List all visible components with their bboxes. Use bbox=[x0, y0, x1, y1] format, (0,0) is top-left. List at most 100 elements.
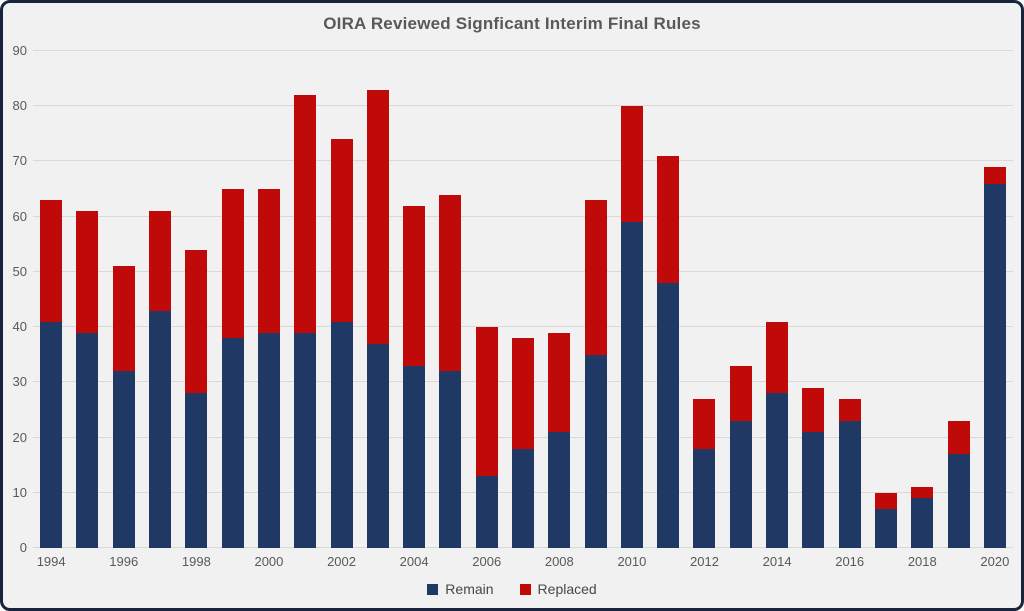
bar-slot-1997 bbox=[142, 51, 178, 548]
bar-segment-remain bbox=[475, 476, 498, 548]
gridline-50 bbox=[33, 270, 1013, 272]
bar-slot-1995 bbox=[69, 51, 105, 548]
bar-segment-remain bbox=[802, 432, 825, 548]
y-tick-label-10: 10 bbox=[12, 484, 27, 500]
bar-slot-2003 bbox=[360, 51, 396, 548]
bar-slot-2007 bbox=[505, 51, 541, 548]
bar-segment-remain bbox=[911, 498, 934, 548]
x-tick-label-1998: 1998 bbox=[181, 554, 211, 569]
bar-slot-2013 bbox=[723, 51, 759, 548]
bar-slot-2019 bbox=[940, 51, 976, 548]
bar-segment-replaced bbox=[366, 89, 389, 344]
bar-segment-remain bbox=[185, 393, 208, 548]
bar-1996 bbox=[112, 266, 135, 548]
bar-segment-replaced bbox=[257, 189, 280, 333]
bar-2015 bbox=[802, 387, 825, 548]
legend-item-remain: Remain bbox=[427, 581, 494, 597]
y-tick-label-60: 60 bbox=[12, 208, 27, 224]
y-tick-label-0: 0 bbox=[19, 540, 27, 555]
x-tick-label-1996: 1996 bbox=[109, 554, 139, 569]
bar-segment-replaced bbox=[403, 205, 426, 366]
remain-swatch-icon bbox=[427, 583, 439, 595]
x-tick-label-2015 bbox=[795, 554, 831, 569]
x-tick-label-2018: 2018 bbox=[907, 554, 937, 569]
bar-slot-2010 bbox=[614, 51, 650, 548]
bar-segment-remain bbox=[257, 332, 280, 548]
bar-slot-2009 bbox=[577, 51, 613, 548]
gridline-60 bbox=[33, 215, 1013, 217]
bar-segment-remain bbox=[149, 310, 172, 548]
y-tick-label-90: 90 bbox=[12, 43, 27, 58]
bar-segment-remain bbox=[838, 421, 861, 548]
bar-segment-replaced bbox=[149, 211, 172, 311]
chart-title: OIRA Reviewed Signficant Interim Final R… bbox=[323, 14, 701, 33]
bar-slot-2005 bbox=[432, 51, 468, 548]
legend-label-remain: Remain bbox=[445, 581, 494, 597]
y-tick-label-30: 30 bbox=[12, 374, 27, 390]
bar-segment-remain bbox=[40, 321, 63, 548]
bar-segment-remain bbox=[366, 343, 389, 548]
bar-2017 bbox=[874, 492, 897, 548]
gridline-70 bbox=[33, 160, 1013, 162]
bar-segment-remain bbox=[548, 432, 571, 548]
bar-segment-remain bbox=[76, 332, 99, 548]
y-tick-label-20: 20 bbox=[12, 429, 27, 445]
bar-segment-replaced bbox=[983, 166, 1006, 184]
replaced-swatch-icon bbox=[519, 583, 531, 595]
x-tick-label-2007 bbox=[505, 554, 541, 569]
bar-2013 bbox=[729, 365, 752, 548]
bar-2019 bbox=[947, 421, 970, 548]
x-tick-label-2003 bbox=[360, 554, 396, 569]
bar-segment-replaced bbox=[911, 487, 934, 499]
bar-1998 bbox=[185, 249, 208, 548]
bar-segment-replaced bbox=[874, 492, 897, 510]
bar-slot-2006 bbox=[469, 51, 505, 548]
bar-segment-replaced bbox=[112, 266, 135, 372]
bar-slot-2015 bbox=[795, 51, 831, 548]
bar-segment-remain bbox=[693, 448, 716, 548]
x-tick-label-1999 bbox=[214, 554, 250, 569]
x-tick-label-2017 bbox=[868, 554, 904, 569]
bar-segment-replaced bbox=[76, 211, 99, 333]
bar-segment-replaced bbox=[294, 95, 317, 333]
bar-slot-1996 bbox=[106, 51, 142, 548]
bar-segment-remain bbox=[947, 454, 970, 548]
x-tick-label-2004: 2004 bbox=[399, 554, 429, 569]
bar-segment-remain bbox=[112, 371, 135, 548]
bar-1994 bbox=[40, 200, 63, 548]
bar-segment-replaced bbox=[947, 421, 970, 455]
bar-segment-replaced bbox=[620, 106, 643, 223]
legend: Remain Replaced bbox=[3, 581, 1021, 597]
legend-item-replaced: Replaced bbox=[519, 581, 597, 597]
bar-segment-replaced bbox=[512, 338, 534, 449]
x-tick-label-2009 bbox=[577, 554, 613, 569]
x-tick-label-2012: 2012 bbox=[690, 554, 719, 569]
x-tick-label-2010: 2010 bbox=[617, 554, 647, 569]
bar-2004 bbox=[403, 205, 426, 548]
bar-2018 bbox=[911, 487, 934, 548]
x-tick-label-1994: 1994 bbox=[36, 554, 66, 569]
x-tick-label-1995 bbox=[69, 554, 105, 569]
bar-segment-replaced bbox=[584, 200, 607, 355]
bar-slot-2008 bbox=[541, 51, 577, 548]
bar-2011 bbox=[657, 155, 680, 548]
bar-2008 bbox=[548, 332, 571, 548]
legend-label-replaced: Replaced bbox=[537, 581, 597, 597]
bar-segment-replaced bbox=[40, 200, 63, 322]
bar-segment-replaced bbox=[729, 365, 752, 421]
gridline-90 bbox=[33, 50, 1013, 51]
x-tick-label-2011 bbox=[650, 554, 686, 569]
bar-2005 bbox=[439, 194, 462, 548]
bar-segment-remain bbox=[330, 321, 353, 548]
bar-segment-replaced bbox=[221, 189, 244, 339]
x-tick-label-2006: 2006 bbox=[472, 554, 502, 569]
bar-segment-replaced bbox=[548, 332, 571, 433]
x-tick-label-2005 bbox=[432, 554, 468, 569]
y-tick-label-50: 50 bbox=[12, 263, 27, 279]
bar-segment-remain bbox=[584, 354, 607, 548]
bar-2006 bbox=[475, 327, 498, 548]
bar-segment-remain bbox=[620, 222, 643, 548]
bar-segment-remain bbox=[512, 448, 534, 548]
bar-segment-replaced bbox=[475, 327, 498, 477]
